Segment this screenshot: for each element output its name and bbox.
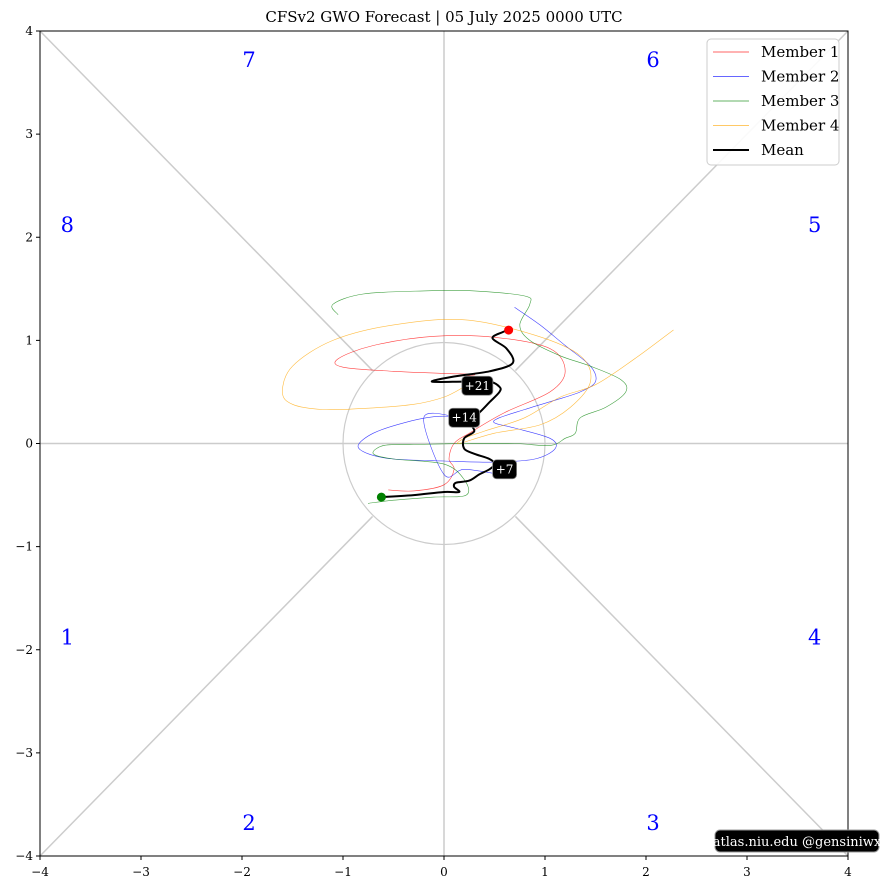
y-tick-label: 2 <box>25 230 33 244</box>
y-tick-label: 0 <box>25 437 33 451</box>
x-tick-label: −2 <box>233 865 251 879</box>
phase-labels: 7 6 8 5 1 4 2 3 <box>61 48 822 835</box>
phase-label-4: 4 <box>808 626 821 650</box>
y-tick-label: −2 <box>15 643 33 657</box>
x-tick-label: 0 <box>440 865 448 879</box>
legend-label: Member 1 <box>761 43 839 61</box>
diagonal-line-1 <box>39 30 374 372</box>
y-tick-label: −3 <box>15 746 33 760</box>
legend-box <box>706 38 840 166</box>
legend-label: Member 4 <box>761 117 839 135</box>
y-tick-label: −1 <box>15 540 33 554</box>
x-tick-label: −1 <box>334 865 352 879</box>
legend-label: Mean <box>761 141 804 159</box>
y-tick-label: 1 <box>25 333 33 347</box>
unit-circle <box>342 341 546 546</box>
member-3-line <box>331 290 628 504</box>
day-label-box <box>492 459 518 480</box>
phase-label-8: 8 <box>61 213 74 237</box>
phase-label-6: 6 <box>646 48 659 72</box>
legend: Member 1 Member 2 Member 3 Member 4 Mean <box>706 38 840 166</box>
day-label-box <box>461 375 494 396</box>
x-tick-label: −3 <box>132 865 150 879</box>
y-tick-label: 4 <box>25 24 33 38</box>
chart-title: CFSv2 GWO Forecast | 05 July 2025 0000 U… <box>265 8 622 26</box>
markers <box>376 325 514 502</box>
phase-label-3: 3 <box>646 811 659 835</box>
legend-label: Member 3 <box>761 92 839 110</box>
legend-label: Member 2 <box>761 68 839 86</box>
axis-ticks: −4 −3 −2 −1 0 1 2 3 4 −4 −3 −2 −1 0 1 2 3 4 <box>15 24 852 879</box>
phase-label-7: 7 <box>242 48 255 72</box>
end-point-marker <box>504 325 514 335</box>
phase-label-1: 1 <box>61 626 74 650</box>
x-tick-label: 4 <box>844 865 852 879</box>
x-tick-label: −4 <box>31 865 49 879</box>
credit-background <box>714 829 880 853</box>
member-4-line <box>282 319 674 444</box>
y-tick-label: −4 <box>15 849 33 863</box>
day-labels: +7 +14 +21 <box>448 375 518 480</box>
phase-label-2: 2 <box>242 811 255 835</box>
day-label-text: +14 <box>452 411 478 425</box>
series-lines <box>282 290 674 504</box>
y-tick-label: 3 <box>25 127 33 141</box>
day-label-box <box>448 407 481 428</box>
phase-label-5: 5 <box>808 213 821 237</box>
day-label-text: +21 <box>465 379 490 393</box>
x-tick-label: 2 <box>642 865 650 879</box>
x-tick-label: 3 <box>743 865 751 879</box>
day-label-text: +7 <box>496 462 514 476</box>
start-point-marker <box>376 492 386 502</box>
x-tick-label: 1 <box>541 865 549 879</box>
diagonal-line-3 <box>39 515 374 857</box>
diagonal-line-4 <box>514 515 849 857</box>
credit-box: atlas.niu.edu @gensiniwx <box>713 829 881 853</box>
credit-text: atlas.niu.edu @gensiniwx <box>713 835 881 850</box>
member-1-line <box>334 335 566 492</box>
